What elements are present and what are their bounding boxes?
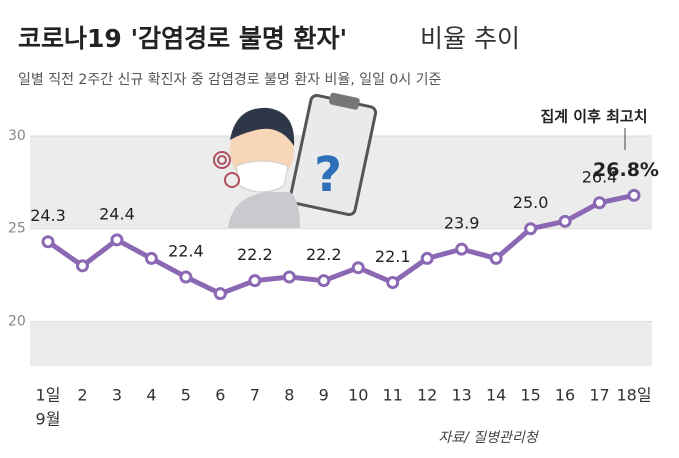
value-label: 25.0 xyxy=(513,193,549,212)
point xyxy=(248,274,262,288)
x-tick-label: 11 xyxy=(383,386,403,405)
x-tick-label: 13 xyxy=(451,386,471,405)
value-label: 22.2 xyxy=(237,245,273,264)
annotation: 집계 이후 최고치 xyxy=(540,108,647,126)
value-label: 22.1 xyxy=(375,247,411,266)
point xyxy=(351,261,365,275)
x-tick-label: 9 xyxy=(319,386,329,405)
x-tick-label: 4 xyxy=(146,386,156,405)
x-tick-label: 16 xyxy=(555,386,575,405)
x-tick-label: 6 xyxy=(215,386,225,405)
x-tick-label: 3 xyxy=(112,386,122,405)
x-tick-label: 10 xyxy=(348,386,368,405)
point xyxy=(489,251,503,265)
y-tick-label: 30 xyxy=(8,128,26,144)
point xyxy=(524,222,538,236)
x-tick-label: 15 xyxy=(520,386,540,405)
x-tick-label: 2 xyxy=(77,386,87,405)
point xyxy=(282,270,296,284)
x-tick-label: 1일 xyxy=(36,386,61,405)
y-tick-label: 20 xyxy=(8,313,26,329)
chart-subtitle: 일별 직전 2주간 신규 확진자 중 감염경로 불명 환자 비율, 일일 0시 … xyxy=(18,72,442,88)
x-tick-label: 5 xyxy=(181,386,191,405)
x-tick-label: 12 xyxy=(417,386,437,405)
point xyxy=(386,276,400,290)
point xyxy=(110,233,124,247)
point xyxy=(455,242,469,256)
month-label: 9월 xyxy=(36,410,61,429)
point xyxy=(179,270,193,284)
value-label: 23.9 xyxy=(444,214,480,233)
illustration: ? xyxy=(213,92,378,228)
band xyxy=(30,321,652,366)
point xyxy=(213,287,227,301)
point xyxy=(627,188,641,202)
chart-title: 코로나19 '감염경로 불명 환자' xyxy=(18,24,347,53)
x-tick-label: 14 xyxy=(486,386,506,405)
x-tick-label: 7 xyxy=(250,386,260,405)
value-label: 26.4 xyxy=(582,167,618,186)
point xyxy=(317,274,331,288)
x-tick-label: 17 xyxy=(589,386,609,405)
chart-title-light: 비율 추이 xyxy=(420,24,520,53)
point xyxy=(144,251,158,265)
svg-text:?: ? xyxy=(314,147,342,203)
point xyxy=(420,251,434,265)
value-label: 24.4 xyxy=(99,204,135,223)
value-label: 22.4 xyxy=(168,241,204,260)
point xyxy=(593,196,607,210)
value-label: 24.3 xyxy=(30,206,66,225)
value-label: 26.8% xyxy=(593,159,659,181)
point xyxy=(558,214,572,228)
y-tick-label: 25 xyxy=(8,221,26,237)
x-tick-label: 8 xyxy=(284,386,294,405)
value-label: 22.2 xyxy=(306,245,342,264)
point xyxy=(41,235,55,249)
x-tick-label: 18일 xyxy=(616,386,651,405)
source: 자료/ 질병관리청 xyxy=(438,430,539,446)
point xyxy=(75,259,89,273)
